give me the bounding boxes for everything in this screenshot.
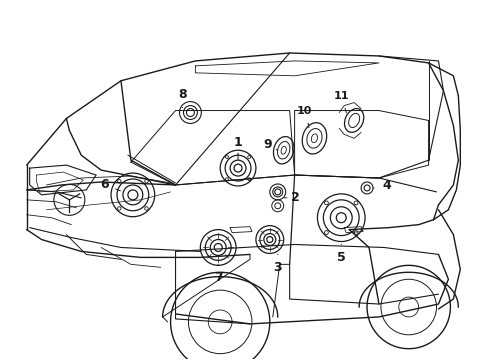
Text: 6: 6: [100, 179, 108, 192]
Text: 2: 2: [291, 192, 300, 204]
Text: 9: 9: [264, 138, 272, 151]
Text: 11: 11: [334, 91, 349, 101]
Text: 4: 4: [383, 179, 392, 193]
Text: 5: 5: [337, 251, 345, 264]
Text: 1: 1: [234, 136, 243, 149]
Text: 10: 10: [297, 105, 312, 116]
Text: 8: 8: [178, 88, 187, 101]
Text: 7: 7: [214, 271, 222, 284]
Text: 3: 3: [273, 261, 282, 274]
